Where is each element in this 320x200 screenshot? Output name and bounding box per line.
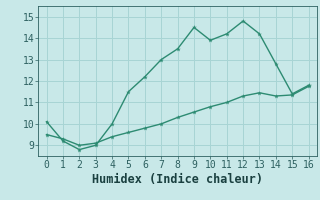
X-axis label: Humidex (Indice chaleur): Humidex (Indice chaleur) bbox=[92, 173, 263, 186]
